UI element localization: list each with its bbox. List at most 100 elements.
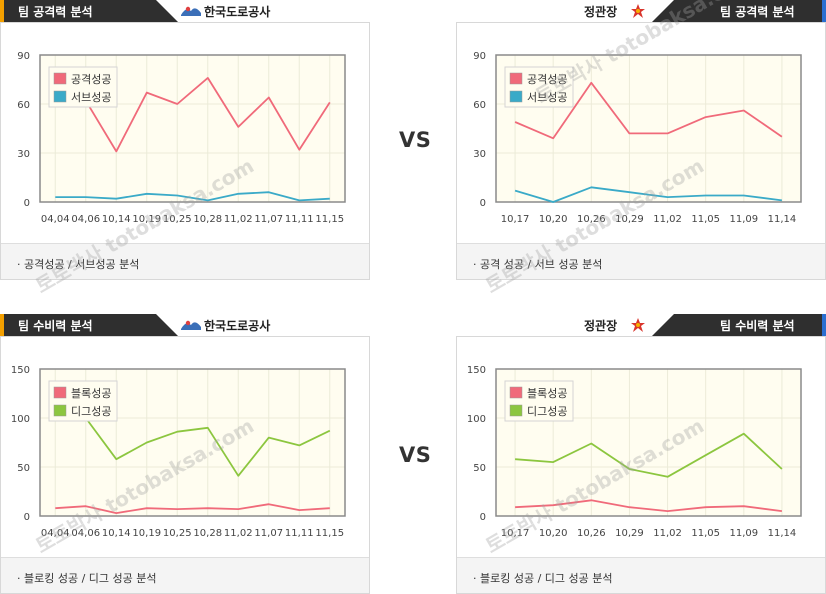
- x-tick-label: 11,15: [315, 528, 344, 539]
- y-tick-label: 50: [473, 463, 486, 474]
- x-tick-label: 11,02: [224, 214, 253, 225]
- chart-footer: · 블로킹 성공 / 디그 성공 분석: [1, 557, 369, 593]
- x-tick-label: 10,29: [615, 214, 644, 225]
- legend-label: 블록성공: [527, 387, 567, 400]
- vs-label: VS: [399, 128, 432, 152]
- series-line: [55, 503, 330, 515]
- x-tick-label: 04,04: [41, 214, 70, 225]
- x-tick-label: 10,20: [539, 528, 568, 539]
- y-tick-label: 0: [24, 512, 30, 523]
- chart-box: 0 30 60 90 10,17 10,20 10,26 10,29 11,02 11,05 11,…: [456, 22, 826, 280]
- header-tab: [680, 0, 822, 22]
- y-tick-label: 60: [473, 100, 486, 111]
- legend-swatch: [509, 386, 523, 399]
- header-tab: [680, 314, 822, 336]
- x-tick-label: 10,29: [615, 528, 644, 539]
- plot-frame: [39, 368, 346, 517]
- home-attack-panel: 팀 공격력 분석 한국도로공사 0 30 60 90 04,04 04,06 10,14 10…: [0, 0, 370, 280]
- x-tick-label: 11,14: [768, 214, 797, 225]
- y-tick-label: 50: [17, 463, 30, 474]
- header-tab-slant: [150, 0, 178, 22]
- header-accent: [822, 314, 826, 336]
- chart-box: 0 50 100 150 04,04 04,06 10,14 10,19 10,25 10,28 1…: [0, 336, 370, 594]
- legend-swatch: [509, 404, 523, 417]
- x-tick-label: 04,04: [41, 528, 70, 539]
- home-team-logo-icon: [181, 320, 201, 330]
- x-tick-label: 10,28: [193, 528, 222, 539]
- plot-frame: [39, 54, 346, 203]
- x-tick-label: 11,09: [729, 214, 758, 225]
- y-tick-label: 100: [11, 414, 30, 425]
- tab-title: 팀 수비력 분석: [720, 319, 795, 333]
- chart-box: 0 50 100 150 10,17 10,20 10,26 10,29 11,02 11,05 1…: [456, 336, 826, 594]
- away-team-logo-icon: [631, 318, 645, 332]
- tab-title: 팀 공격력 분석: [720, 5, 795, 19]
- away-attack-chart: 0 30 60 90 10,17 10,20 10,26 10,29 11,02 11,05 11,…: [473, 51, 802, 225]
- y-tick-label: 0: [24, 198, 30, 209]
- header-tab-slant: [652, 0, 680, 22]
- vs-label: VS: [399, 443, 432, 467]
- x-tick-label: 11,07: [254, 214, 283, 225]
- x-tick-label: 11,15: [315, 214, 344, 225]
- away-defense-panel: 정관장 팀 수비력 분석 0 50 100 150 10,17 10,20 10,26 10,…: [456, 314, 826, 594]
- series-line: [55, 191, 330, 202]
- away-defense-chart: 0 50 100 150 10,17 10,20 10,26 10,29 11,02 11,05 1…: [467, 365, 802, 539]
- header-tab: [4, 314, 150, 336]
- plot-frame: [495, 54, 802, 203]
- x-tick-label: 11,09: [729, 528, 758, 539]
- x-tick-label: 11,05: [691, 214, 720, 225]
- header-accent: [822, 0, 826, 22]
- y-tick-label: 90: [17, 51, 30, 62]
- series-line: [514, 81, 783, 140]
- series-line: [515, 432, 783, 478]
- legend-label: 디그성공: [71, 405, 111, 418]
- x-tick-label: 11,02: [224, 528, 253, 539]
- legend-swatch: [53, 90, 67, 103]
- x-tick-label: 10,28: [193, 214, 222, 225]
- legend-swatch: [509, 90, 523, 103]
- y-tick-label: 90: [473, 51, 486, 62]
- home-team-name: 한국도로공사: [204, 5, 271, 19]
- x-tick-label: 10,25: [163, 528, 192, 539]
- x-tick-label: 04,06: [71, 528, 100, 539]
- legend-swatch: [53, 404, 67, 417]
- away-attack-panel: 정관장 팀 공격력 분석 0 30 60 90 10,17 10,20 10,26 10,29…: [456, 0, 826, 280]
- tab-title: 팀 공격력 분석: [18, 5, 93, 19]
- plot-frame: [495, 368, 802, 517]
- footer-text: · 블로킹 성공 / 디그 성공 분석: [17, 572, 157, 585]
- legend-label: 서브성공: [527, 91, 567, 104]
- header-tab: [4, 0, 150, 22]
- panel-header: 정관장 팀 수비력 분석: [456, 314, 826, 336]
- y-tick-label: 30: [17, 149, 30, 160]
- header-accent: [0, 314, 4, 336]
- chart-box: 0 30 60 90 04,04 04,06 10,14 10,19 10,25 10,28 11,…: [0, 22, 370, 280]
- y-tick-label: 100: [467, 414, 486, 425]
- x-tick-label: 11,02: [653, 214, 682, 225]
- legend-swatch: [53, 386, 67, 399]
- x-tick-label: 10,20: [539, 214, 568, 225]
- legend-swatch: [53, 72, 67, 85]
- home-team-logo-icon: [181, 6, 201, 16]
- panel-header: 팀 공격력 분석 한국도로공사: [0, 0, 370, 22]
- away-team-logo-icon: [631, 4, 645, 18]
- footer-text: · 블로킹 성공 / 디그 성공 분석: [473, 572, 613, 585]
- tab-title: 팀 수비력 분석: [18, 319, 93, 333]
- y-tick-label: 30: [473, 149, 486, 160]
- x-tick-label: 10,25: [163, 214, 192, 225]
- x-tick-label: 10,19: [132, 528, 161, 539]
- chart-footer: · 공격 성공 / 서브 성공 분석: [457, 243, 825, 279]
- x-tick-label: 10,14: [102, 528, 131, 539]
- legend-label: 블록성공: [71, 387, 111, 400]
- series-line: [55, 417, 331, 477]
- x-tick-label: 11,11: [285, 214, 314, 225]
- legend-label: 서브성공: [71, 91, 111, 104]
- x-tick-label: 10,26: [577, 528, 606, 539]
- x-tick-label: 11,11: [285, 528, 314, 539]
- header-accent: [0, 0, 4, 22]
- x-tick-label: 10,19: [132, 214, 161, 225]
- away-team-name: 정관장: [584, 319, 618, 333]
- x-tick-label: 10,17: [501, 528, 530, 539]
- x-tick-label: 11,14: [768, 528, 797, 539]
